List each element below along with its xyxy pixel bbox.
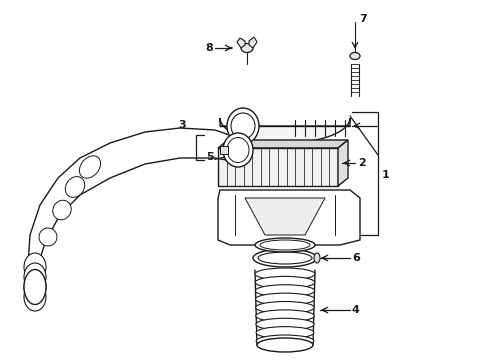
Ellipse shape xyxy=(255,238,315,252)
Ellipse shape xyxy=(255,268,315,280)
Ellipse shape xyxy=(24,270,46,305)
Text: 3: 3 xyxy=(178,120,186,130)
Ellipse shape xyxy=(258,252,312,264)
Ellipse shape xyxy=(255,293,315,305)
Ellipse shape xyxy=(256,327,314,339)
Polygon shape xyxy=(218,190,360,245)
Polygon shape xyxy=(245,198,325,235)
Polygon shape xyxy=(218,148,338,186)
Ellipse shape xyxy=(255,285,315,297)
Ellipse shape xyxy=(24,263,46,291)
Ellipse shape xyxy=(314,253,320,263)
Ellipse shape xyxy=(53,200,71,220)
Ellipse shape xyxy=(79,156,100,178)
Ellipse shape xyxy=(253,249,317,267)
Polygon shape xyxy=(220,118,350,143)
Text: 1: 1 xyxy=(382,170,390,180)
Ellipse shape xyxy=(227,108,259,144)
Ellipse shape xyxy=(260,240,310,250)
Ellipse shape xyxy=(256,335,314,347)
Polygon shape xyxy=(218,140,348,148)
Ellipse shape xyxy=(256,318,314,330)
Ellipse shape xyxy=(223,133,253,167)
Text: 7: 7 xyxy=(359,14,367,24)
Ellipse shape xyxy=(24,253,46,281)
Text: 4: 4 xyxy=(352,305,360,315)
Ellipse shape xyxy=(241,44,253,53)
Text: 6: 6 xyxy=(352,253,360,263)
Ellipse shape xyxy=(256,302,315,314)
Ellipse shape xyxy=(227,138,249,162)
Text: 2: 2 xyxy=(358,158,366,168)
Ellipse shape xyxy=(65,177,85,197)
Bar xyxy=(220,146,228,154)
Ellipse shape xyxy=(255,276,315,288)
Ellipse shape xyxy=(39,228,57,246)
Ellipse shape xyxy=(256,310,314,322)
Ellipse shape xyxy=(24,273,46,301)
Ellipse shape xyxy=(231,113,255,139)
Polygon shape xyxy=(249,37,257,48)
Ellipse shape xyxy=(24,283,46,311)
Polygon shape xyxy=(338,140,348,186)
Polygon shape xyxy=(237,38,245,48)
Text: 5: 5 xyxy=(206,152,214,162)
Ellipse shape xyxy=(257,338,313,352)
Text: 8: 8 xyxy=(205,43,213,53)
Ellipse shape xyxy=(350,53,360,59)
